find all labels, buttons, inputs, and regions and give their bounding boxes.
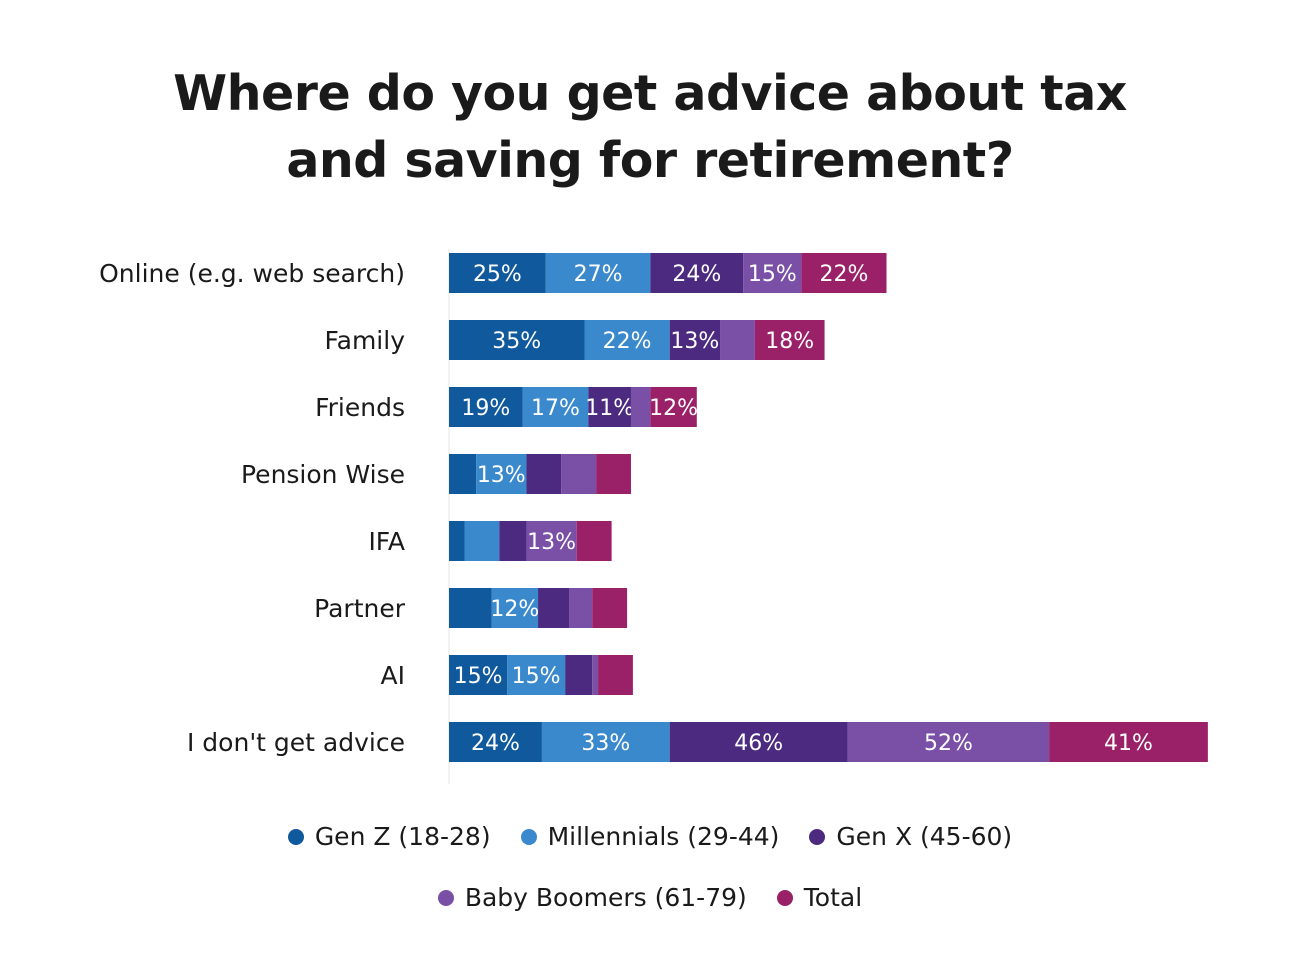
data-label-online-e-g-web-search-millennials-29-44: 27% [574,262,623,287]
bar-partner-gen-z-18-28 [449,588,492,628]
category-label-ai: AI [381,661,405,690]
data-label-friends-millennials-29-44: 17% [531,396,580,421]
legend-label-gen-z: Gen Z (18-28) [314,822,491,851]
bar-pension-wise-baby-boomers-61-79 [561,454,597,494]
data-label-online-e-g-web-search-gen-x-45-60: 24% [672,262,721,287]
data-label-i-don-t-get-advice-gen-z-18-28: 24% [471,731,520,756]
bar-partner-baby-boomers-61-79 [569,588,593,628]
data-label-family-total: 18% [765,329,814,354]
bar-i-don-t-get-advice-baby-boomers-61-79 [847,722,1050,762]
legend-swatch-gen-x [809,828,826,845]
bar-pension-wise-millennials-29-44 [476,454,527,494]
bar-online-e-g-web-search-gen-x-45-60 [650,253,744,293]
bar-ai-gen-x-45-60 [565,655,593,695]
data-label-i-don-t-get-advice-millennials-29-44: 33% [581,731,630,756]
bar-i-don-t-get-advice-gen-z-18-28 [449,722,542,762]
data-label-i-don-t-get-advice-gen-x-45-60: 46% [734,731,783,756]
bar-partner-total [592,588,628,628]
data-label-online-e-g-web-search-gen-z-18-28: 25% [473,262,522,287]
legend-item-millennials: Millennials (29-44) [520,822,780,851]
data-label-pension-wise-millennials-29-44: 13% [477,463,526,488]
legend-swatch-baby-boomers [437,889,454,906]
bar-ifa-millennials-29-44 [464,521,500,561]
legend-row-1: Gen Z (18-28) Millennials (29-44) Gen X … [0,822,1300,851]
bar-ifa-gen-z-18-28 [449,521,465,561]
bar-friends-millennials-29-44 [522,387,589,427]
legend-label-gen-x: Gen X (45-60) [836,822,1013,851]
bar-friends-gen-x-45-60 [588,387,631,427]
legend-label-millennials: Millennials (29-44) [547,822,780,851]
bar-i-don-t-get-advice-gen-x-45-60 [669,722,848,762]
legend-swatch-total [776,889,793,906]
bar-i-don-t-get-advice-total [1049,722,1208,762]
bar-online-e-g-web-search-millennials-29-44 [545,253,651,293]
category-label-i-don-t-get-advice: I don't get advice [187,728,405,757]
legend-row-2: Baby Boomers (61-79) Total [0,883,1300,912]
bar-ai-total [598,655,633,695]
legend-swatch-gen-z [287,828,304,845]
bar-online-e-g-web-search-total [801,253,887,293]
bar-family-total [754,320,825,360]
data-label-partner-millennials-29-44: 12% [490,597,539,622]
legend-item-baby-boomers: Baby Boomers (61-79) [437,883,747,912]
category-label-partner: Partner [314,594,406,623]
legend-item-total: Total [776,883,863,912]
category-label-friends: Friends [315,393,405,422]
bar-pension-wise-gen-x-45-60 [526,454,562,494]
category-label-ifa: IFA [368,527,405,556]
legend-item-gen-z: Gen Z (18-28) [287,822,491,851]
data-label-family-gen-x-45-60: 13% [670,329,719,354]
bar-friends-total [650,387,697,427]
data-label-friends-total: 12% [649,396,698,421]
bar-online-e-g-web-search-gen-z-18-28 [449,253,546,293]
chart-title: Where do you get advice about tax and sa… [0,60,1300,194]
bar-ai-baby-boomers-61-79 [592,655,599,695]
bar-online-e-g-web-search-baby-boomers-61-79 [743,253,802,293]
data-label-friends-gen-z-18-28: 19% [461,396,510,421]
bar-i-don-t-get-advice-millennials-29-44 [541,722,670,762]
category-label-pension-wise: Pension Wise [241,460,405,489]
data-label-ai-millennials-29-44: 15% [512,664,561,689]
bar-ai-millennials-29-44 [507,655,566,695]
bar-ifa-baby-boomers-61-79 [526,521,577,561]
legend-label-baby-boomers: Baby Boomers (61-79) [464,883,747,912]
bar-family-gen-z-18-28 [449,320,585,360]
category-label-online-e-g-web-search: Online (e.g. web search) [99,259,405,288]
data-label-ai-gen-z-18-28: 15% [454,664,503,689]
bar-ifa-gen-x-45-60 [499,521,527,561]
data-label-online-e-g-web-search-baby-boomers-61-79: 15% [748,262,797,287]
data-label-family-millennials-29-44: 22% [603,329,652,354]
chart-title-line-1: Where do you get advice about tax [173,65,1127,122]
bar-friends-gen-z-18-28 [449,387,523,427]
bar-partner-gen-x-45-60 [538,588,570,628]
chart-title-line-2: and saving for retirement? [286,132,1014,189]
data-label-ifa-baby-boomers-61-79: 13% [527,530,576,555]
data-label-i-don-t-get-advice-baby-boomers-61-79: 52% [924,731,973,756]
data-label-family-gen-z-18-28: 35% [492,329,541,354]
legend-label-total: Total [803,883,863,912]
data-label-i-don-t-get-advice-total: 41% [1104,731,1153,756]
bar-pension-wise-gen-z-18-28 [449,454,477,494]
bar-friends-baby-boomers-61-79 [630,387,651,427]
data-label-friends-gen-x-45-60: 11% [585,396,634,421]
bar-pension-wise-total [596,454,631,494]
bar-ai-gen-z-18-28 [449,655,508,695]
data-label-online-e-g-web-search-total: 22% [819,262,868,287]
bar-family-millennials-29-44 [584,320,670,360]
category-label-family: Family [325,326,406,355]
bar-family-baby-boomers-61-79 [720,320,755,360]
bar-ifa-total [576,521,612,561]
bar-family-gen-x-45-60 [669,320,721,360]
legend-swatch-millennials [520,828,537,845]
legend-item-gen-x: Gen X (45-60) [809,822,1012,851]
bar-partner-millennials-29-44 [491,588,539,628]
